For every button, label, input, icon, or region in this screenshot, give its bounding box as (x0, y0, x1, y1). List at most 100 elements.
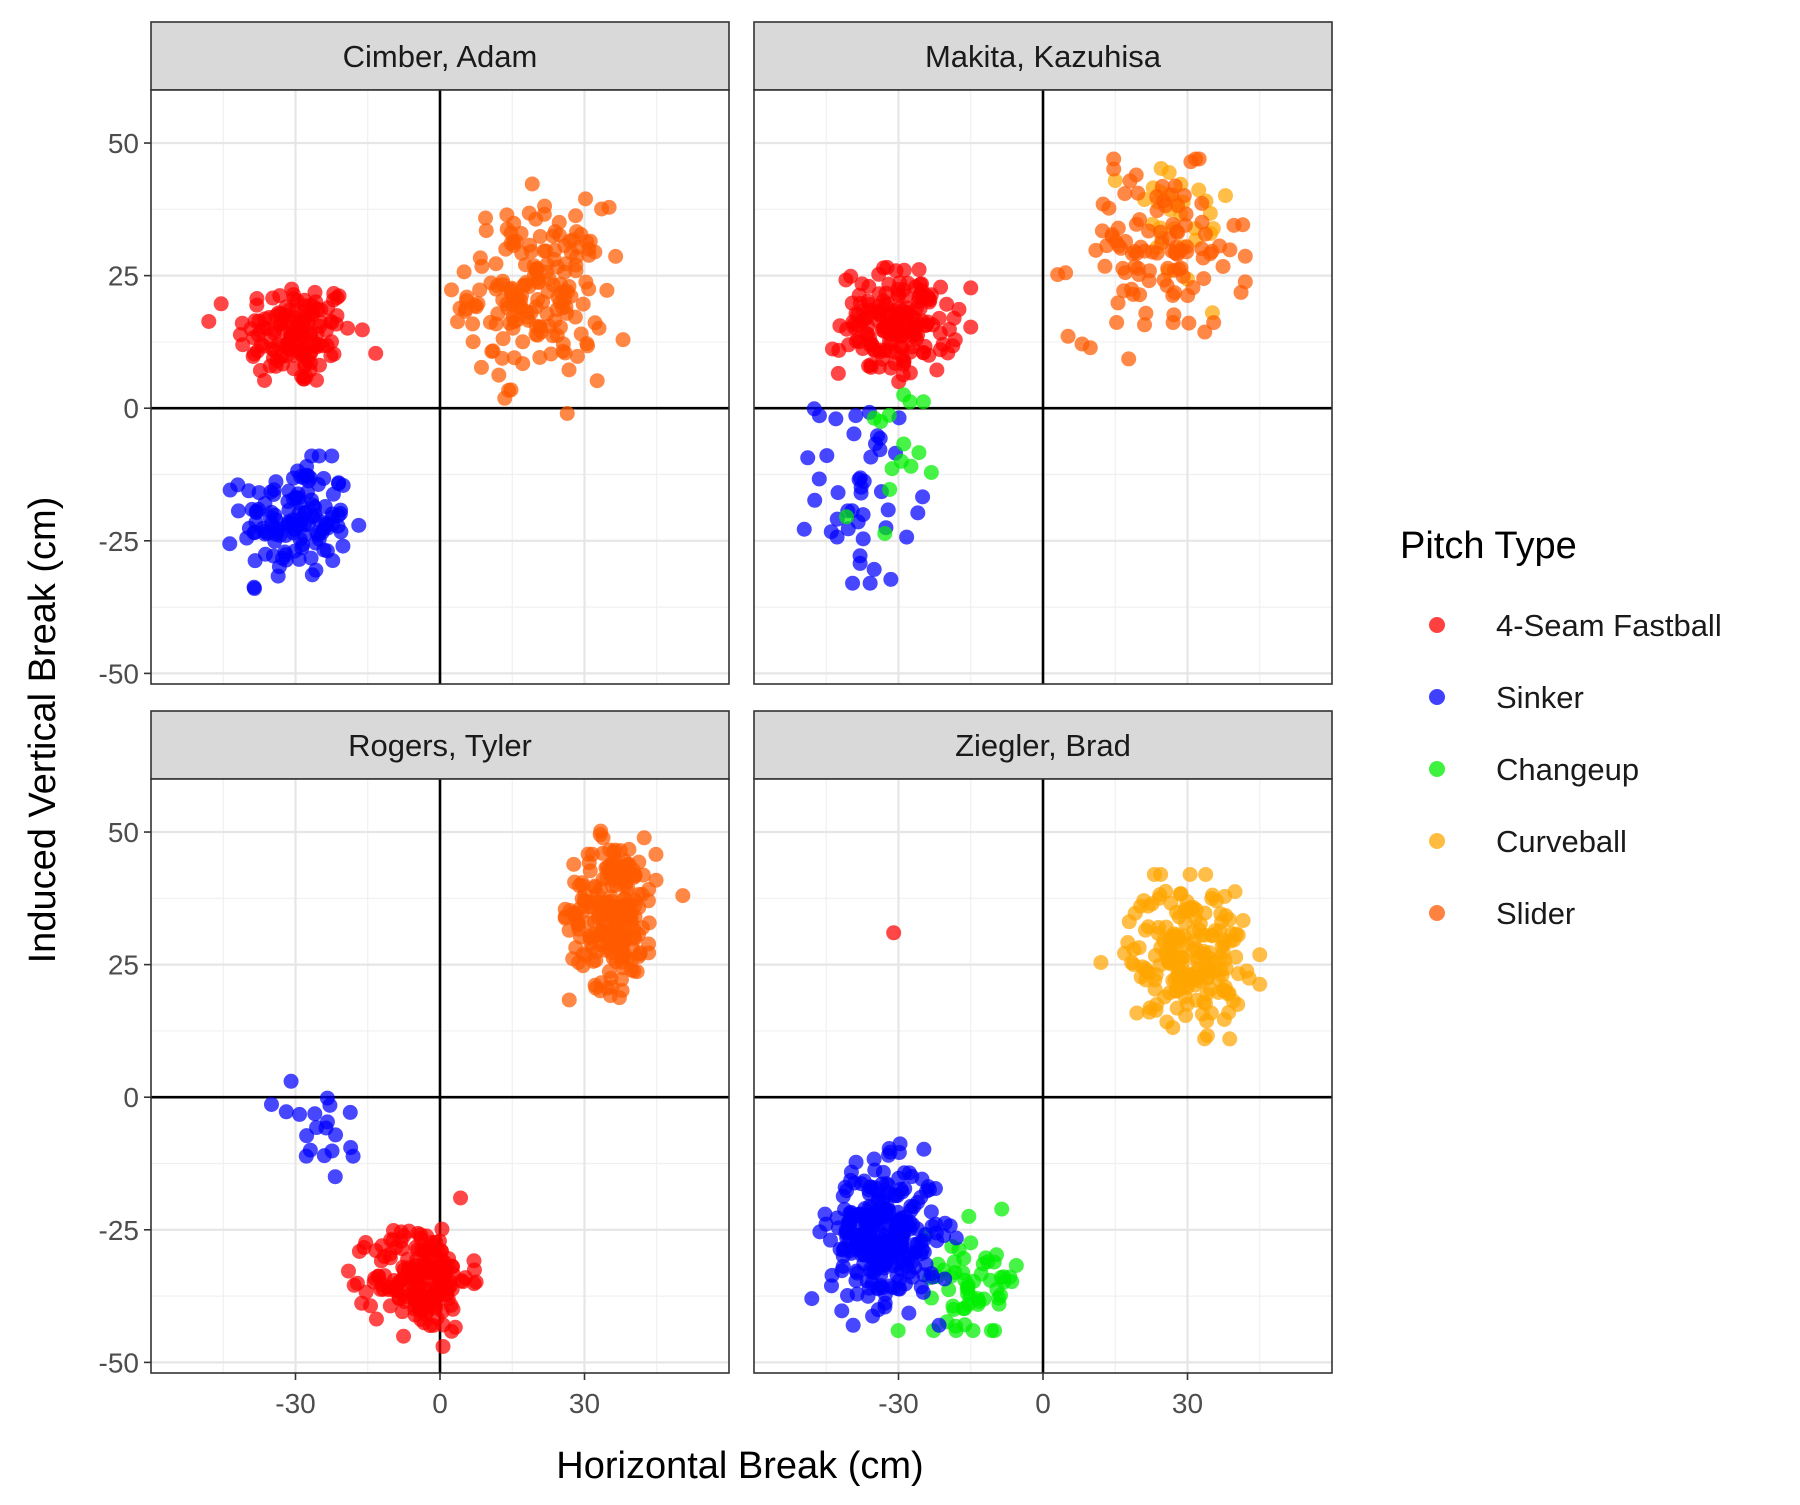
data-point (1127, 905, 1143, 921)
data-point (866, 410, 882, 426)
data-point (506, 233, 522, 249)
data-point (408, 1257, 424, 1273)
data-point (270, 568, 286, 584)
data-point (1184, 967, 1200, 983)
data-point (423, 1263, 439, 1279)
data-point (864, 336, 880, 352)
data-point (839, 509, 855, 525)
data-point (863, 449, 879, 465)
data-point (636, 830, 652, 846)
data-point (213, 296, 229, 312)
legend-label: Curveball (1496, 824, 1627, 859)
data-point (873, 1267, 889, 1283)
data-point (965, 1323, 981, 1339)
data-point (445, 1266, 461, 1282)
data-point (265, 548, 281, 564)
data-point (552, 294, 568, 310)
data-point (959, 1280, 975, 1296)
data-point (923, 287, 939, 303)
data-point (852, 470, 868, 486)
data-point (346, 1277, 362, 1293)
data-point (951, 301, 967, 317)
data-point (947, 332, 963, 348)
data-point (874, 1254, 890, 1270)
data-point (482, 314, 498, 330)
data-point (278, 1104, 294, 1120)
data-point (871, 286, 887, 302)
data-point (866, 561, 882, 577)
data-point (911, 445, 927, 461)
data-point (309, 339, 325, 355)
data-point (524, 176, 540, 192)
data-point (1097, 258, 1113, 274)
data-point (281, 502, 297, 518)
data-point (811, 408, 827, 424)
data-point (1199, 1028, 1215, 1044)
data-point (931, 310, 947, 326)
data-point (867, 1162, 883, 1178)
data-point (818, 1216, 834, 1232)
data-point (1217, 952, 1233, 968)
data-point (1221, 1004, 1237, 1020)
data-point (948, 1230, 964, 1246)
data-point (830, 1220, 846, 1236)
data-point (578, 274, 594, 290)
data-point (1175, 268, 1191, 284)
x-tick-label: 0 (432, 1388, 448, 1419)
data-point (621, 841, 637, 857)
data-point (819, 448, 835, 464)
data-point (961, 1208, 977, 1224)
data-point (1191, 182, 1207, 198)
data-point (675, 888, 691, 904)
data-point (862, 1233, 878, 1249)
data-point (551, 214, 567, 230)
data-point (1177, 904, 1193, 920)
data-point (848, 1273, 864, 1289)
data-point (515, 356, 531, 372)
data-point (565, 951, 581, 967)
data-point (332, 505, 348, 521)
data-point (583, 899, 599, 915)
y-axis-title: Induced Vertical Break (cm) (22, 497, 64, 964)
data-point (1215, 258, 1231, 274)
data-point (887, 355, 903, 371)
data-point (532, 319, 548, 335)
data-point (1217, 888, 1233, 904)
x-tick-label: 30 (569, 1388, 600, 1419)
data-point (589, 944, 605, 960)
data-point (556, 264, 572, 280)
data-point (294, 540, 310, 556)
data-point (1252, 947, 1268, 963)
data-point (1141, 223, 1157, 239)
data-point (330, 518, 346, 534)
data-point (545, 277, 561, 293)
data-point (901, 1305, 917, 1321)
data-point (272, 316, 288, 332)
data-point (874, 1218, 890, 1234)
data-point (278, 552, 294, 568)
data-point (811, 471, 827, 487)
facet-title: Ziegler, Brad (955, 728, 1131, 763)
data-point (382, 1246, 398, 1262)
data-point (823, 524, 839, 540)
data-point (796, 521, 812, 537)
data-point (354, 322, 370, 338)
legend-title: Pitch Type (1400, 525, 1577, 567)
data-point (1106, 151, 1122, 167)
data-point (1058, 265, 1074, 281)
data-point (1198, 866, 1214, 882)
data-point (608, 248, 624, 264)
y-tick-label: 0 (123, 1082, 139, 1113)
data-point (286, 347, 302, 363)
data-point (587, 244, 603, 260)
data-point (290, 463, 306, 479)
data-point (297, 298, 313, 314)
data-point (1160, 260, 1176, 276)
data-point (931, 1317, 947, 1333)
data-point (855, 303, 871, 319)
data-point (916, 1141, 932, 1157)
data-point (908, 331, 924, 347)
data-point (1163, 895, 1179, 911)
data-point (434, 1221, 450, 1237)
legend-label: Sinker (1496, 680, 1584, 715)
